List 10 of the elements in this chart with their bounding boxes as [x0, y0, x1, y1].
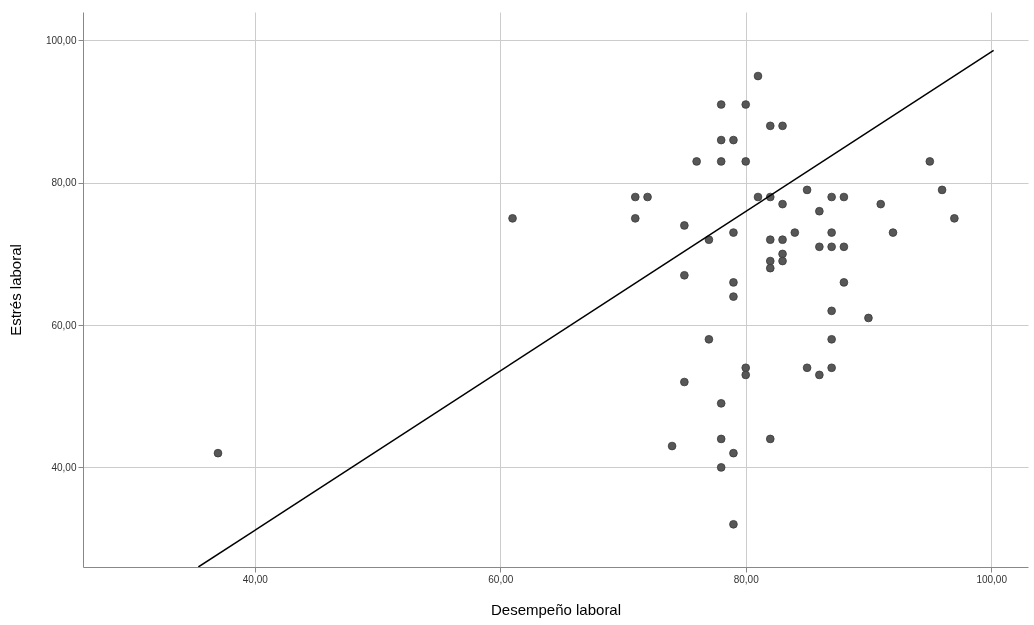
- y-tick-label: 60,00: [51, 319, 77, 331]
- x-tick-label: 60,00: [488, 573, 514, 585]
- y-tick-label: 100,00: [45, 34, 77, 46]
- x-axis-title: Desempeño laboral: [490, 600, 622, 618]
- y-tick-label: 40,00: [51, 461, 77, 473]
- x-tick-label: 100,00: [976, 573, 1008, 585]
- x-tick-label: 80,00: [733, 573, 760, 585]
- y-axis-title: Estrés laboral: [6, 244, 24, 336]
- x-tick-label: 40,00: [242, 573, 269, 585]
- y-tick-label: 80,00: [51, 177, 77, 189]
